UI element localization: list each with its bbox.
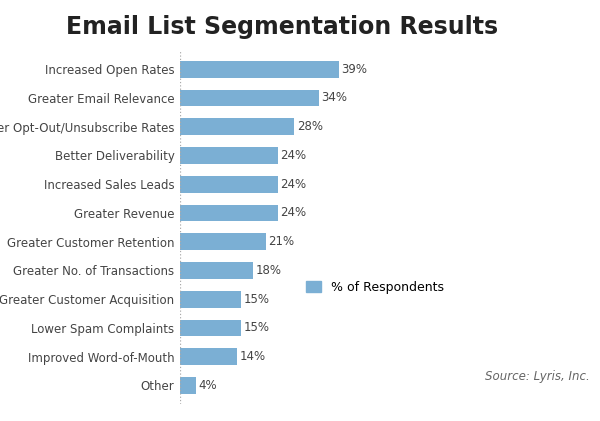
- Text: 39%: 39%: [341, 63, 368, 76]
- Bar: [180, 349, 237, 365]
- Bar: [180, 176, 278, 192]
- Text: 34%: 34%: [321, 91, 347, 104]
- Text: 21%: 21%: [268, 235, 294, 248]
- Legend: % of Respondents: % of Respondents: [301, 276, 449, 299]
- Bar: [180, 61, 339, 77]
- Title: Email List Segmentation Results: Email List Segmentation Results: [66, 15, 498, 39]
- Bar: [180, 90, 319, 106]
- Bar: [180, 118, 294, 135]
- Text: 15%: 15%: [244, 293, 269, 306]
- Bar: [180, 147, 278, 164]
- Bar: [180, 291, 241, 308]
- Bar: [180, 262, 253, 279]
- Text: 28%: 28%: [296, 120, 323, 133]
- Bar: [180, 320, 241, 336]
- Bar: [180, 205, 278, 221]
- Bar: [180, 377, 196, 394]
- Text: 4%: 4%: [199, 379, 217, 392]
- Text: Source: Lyris, Inc.: Source: Lyris, Inc.: [485, 370, 589, 383]
- Text: 24%: 24%: [280, 206, 307, 219]
- Bar: [180, 233, 266, 250]
- Text: 15%: 15%: [244, 322, 269, 334]
- Text: 18%: 18%: [256, 264, 282, 277]
- Text: 24%: 24%: [280, 149, 307, 162]
- Text: 14%: 14%: [239, 350, 266, 363]
- Text: 24%: 24%: [280, 178, 307, 191]
